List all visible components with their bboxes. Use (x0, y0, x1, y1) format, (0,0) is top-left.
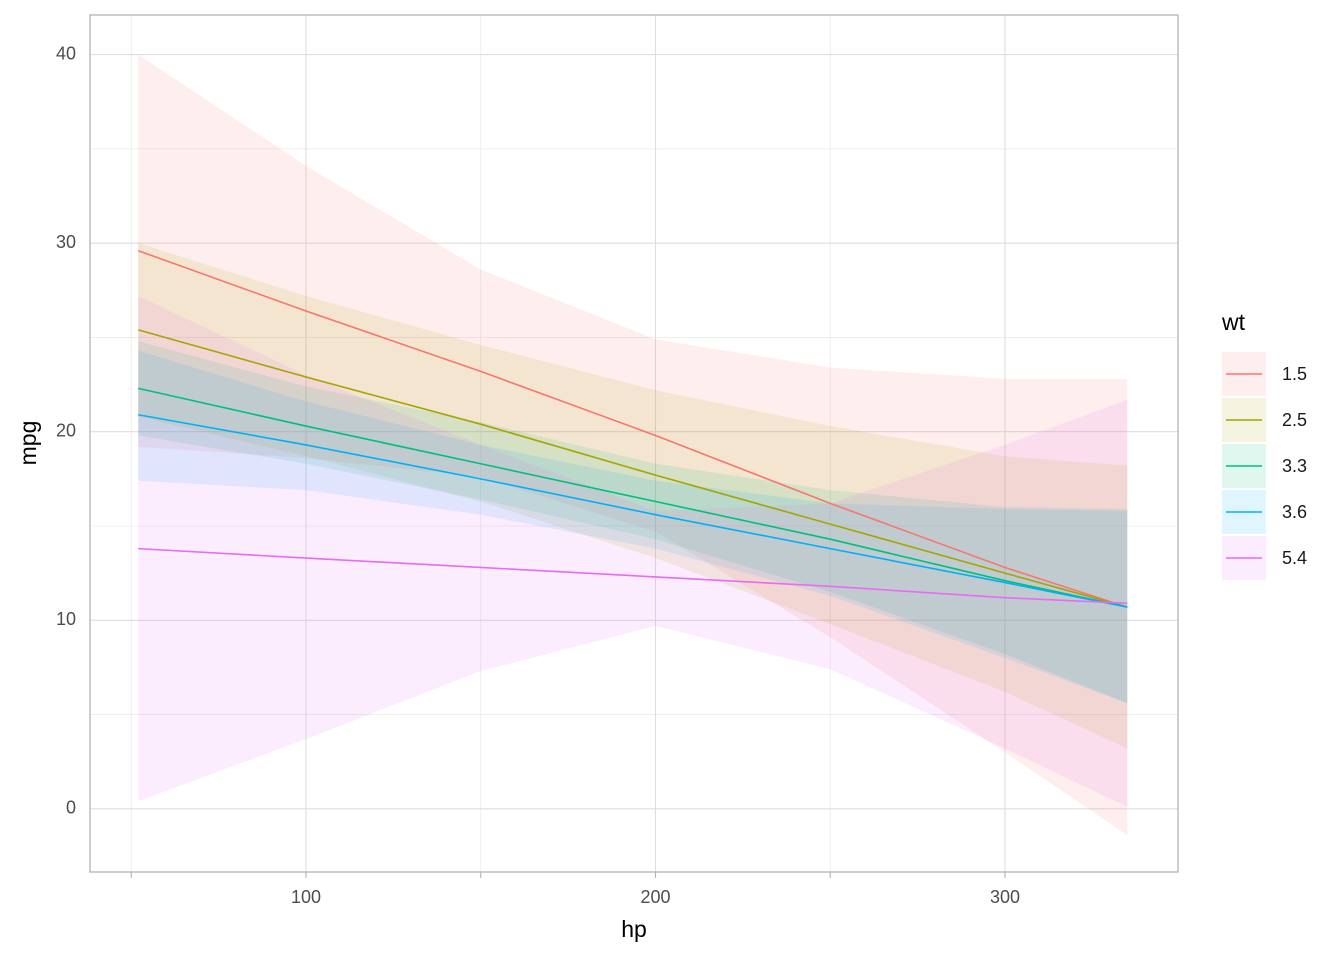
x-tick-label: 100 (291, 887, 321, 907)
legend-label: 3.3 (1282, 456, 1307, 476)
line (138, 413, 1128, 608)
line (138, 329, 1128, 608)
y-tick-label: 20 (56, 420, 76, 440)
legend-label: 5.4 (1282, 548, 1307, 568)
y-tick-label: 40 (56, 43, 76, 63)
line (138, 547, 1128, 605)
y-tick-label: 30 (56, 232, 76, 252)
line (137, 249, 1128, 608)
y-axis-title: mpg (15, 421, 41, 466)
legend-label: 3.6 (1282, 502, 1307, 522)
panel-border (89, 14, 1179, 873)
x-tick-label: 200 (640, 887, 670, 907)
legend-title: wt (1221, 309, 1246, 335)
y-tick-label: 0 (66, 798, 76, 818)
confidence-ribbon (138, 341, 1128, 704)
confidence-ribbon (138, 295, 1128, 807)
legend-label: 2.5 (1282, 410, 1307, 430)
line (138, 387, 1128, 608)
x-axis-title: hp (621, 916, 647, 942)
confidence-ribbon (138, 350, 1128, 704)
confidence-ribbon (138, 54, 1128, 836)
x-tick-label: 300 (990, 887, 1020, 907)
legend-label: 1.5 (1282, 364, 1307, 384)
y-tick-label: 10 (56, 609, 76, 629)
